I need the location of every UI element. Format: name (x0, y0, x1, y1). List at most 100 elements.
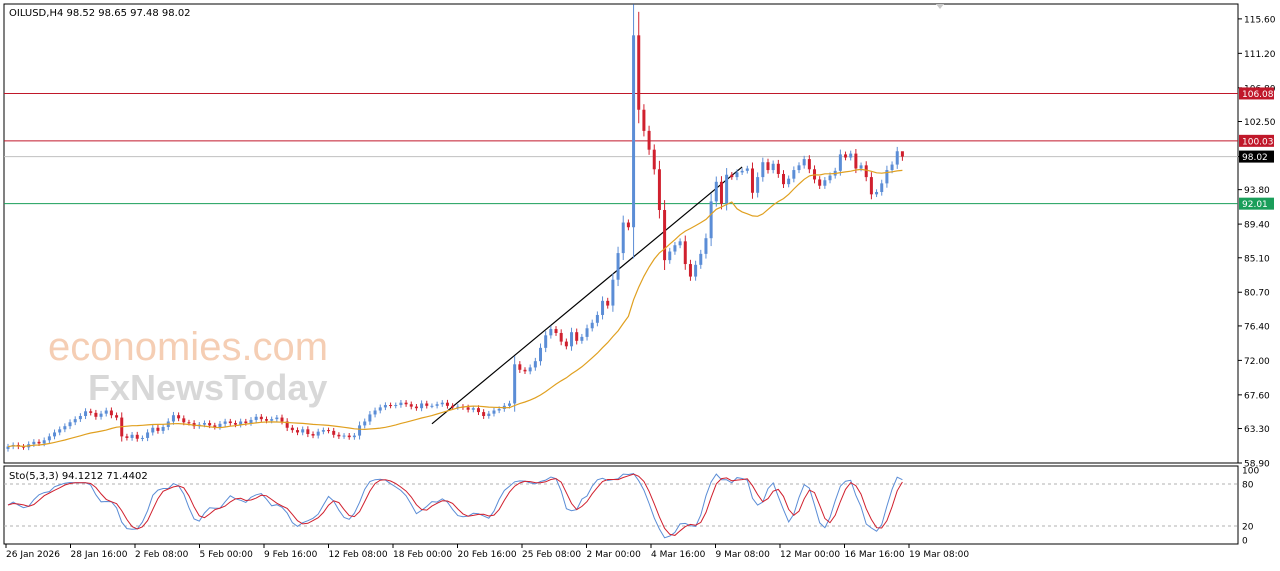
candle-body[interactable] (125, 436, 129, 438)
candle-body[interactable] (880, 183, 884, 192)
candle-body[interactable] (549, 329, 553, 336)
candle-body[interactable] (352, 435, 356, 438)
candle-body[interactable] (130, 434, 134, 438)
candle-body[interactable] (792, 170, 796, 179)
candle-body[interactable] (182, 418, 186, 423)
candle-body[interactable] (539, 347, 543, 362)
candle-body[interactable] (425, 403, 429, 406)
candle-body[interactable] (642, 109, 646, 131)
candle-body[interactable] (750, 168, 754, 193)
candle-body[interactable] (347, 435, 351, 438)
candle-body[interactable] (337, 434, 341, 437)
candle-body[interactable] (239, 421, 243, 425)
candle-body[interactable] (109, 410, 113, 416)
candle-body[interactable] (22, 446, 26, 448)
candle-body[interactable] (590, 322, 594, 329)
candle-body[interactable] (414, 406, 418, 409)
candle-body[interactable] (823, 180, 827, 186)
candle-body[interactable] (389, 405, 393, 407)
candle-body[interactable] (719, 181, 723, 204)
candle-body[interactable] (342, 435, 346, 437)
candle-body[interactable] (657, 169, 661, 211)
candle-body[interactable] (844, 154, 848, 158)
candle-body[interactable] (32, 441, 36, 445)
candle-body[interactable] (559, 332, 563, 342)
candle-body[interactable] (68, 422, 72, 427)
candle-body[interactable] (714, 181, 718, 202)
candle-body[interactable] (373, 410, 377, 415)
candle-body[interactable] (818, 179, 822, 186)
candle-body[interactable] (301, 429, 305, 433)
candle-body[interactable] (694, 264, 698, 277)
candle-body[interactable] (311, 434, 315, 436)
candle-body[interactable] (290, 427, 294, 431)
candle-body[interactable] (735, 172, 739, 178)
candle-body[interactable] (378, 407, 382, 411)
candle-body[interactable] (156, 427, 160, 431)
candle-body[interactable] (270, 419, 274, 421)
candle-body[interactable] (776, 163, 780, 174)
candle-body[interactable] (611, 279, 615, 306)
candle-body[interactable] (492, 410, 496, 414)
candle-body[interactable] (761, 162, 765, 178)
candle-body[interactable] (435, 404, 439, 406)
candle-body[interactable] (368, 414, 372, 422)
candle-body[interactable] (259, 416, 263, 420)
candle-body[interactable] (430, 405, 434, 407)
candle-body[interactable] (146, 432, 150, 438)
candle-body[interactable] (869, 177, 873, 195)
candle-body[interactable] (296, 430, 300, 433)
candle-body[interactable] (404, 402, 408, 405)
candle-body[interactable] (6, 446, 10, 449)
candle-body[interactable] (828, 175, 832, 181)
candle-body[interactable] (213, 425, 217, 427)
candle-body[interactable] (58, 429, 62, 433)
candle-body[interactable] (383, 405, 387, 408)
candle-body[interactable] (84, 411, 88, 417)
candle-body[interactable] (456, 406, 460, 408)
candle-body[interactable] (756, 177, 760, 193)
candle-body[interactable] (451, 405, 455, 408)
candle-body[interactable] (47, 436, 51, 441)
candle-body[interactable] (177, 415, 181, 419)
candle-body[interactable] (476, 408, 480, 413)
candle-body[interactable] (332, 430, 336, 435)
candle-body[interactable] (115, 415, 119, 418)
candle-body[interactable] (275, 417, 279, 420)
candle-body[interactable] (570, 332, 574, 347)
candle-body[interactable] (730, 174, 734, 178)
candle-body[interactable] (78, 416, 82, 420)
candle-body[interactable] (632, 35, 636, 228)
candle-body[interactable] (585, 328, 589, 337)
candle-body[interactable] (208, 423, 212, 426)
candle-body[interactable] (399, 402, 403, 406)
candle-body[interactable] (616, 253, 620, 280)
candle-body[interactable] (544, 335, 548, 348)
candle-body[interactable] (766, 162, 770, 171)
candle-body[interactable] (316, 431, 320, 436)
candle-body[interactable] (363, 421, 367, 426)
candle-body[interactable] (285, 421, 289, 428)
candle-body[interactable] (223, 421, 227, 424)
trendline[interactable] (431, 166, 743, 425)
candle-body[interactable] (849, 153, 853, 158)
candle-body[interactable] (89, 411, 93, 413)
candle-body[interactable] (554, 329, 558, 333)
candle-body[interactable] (606, 300, 610, 306)
candle-body[interactable] (688, 264, 692, 277)
candle-body[interactable] (601, 300, 605, 315)
candle-body[interactable] (663, 210, 667, 261)
candle-body[interactable] (482, 412, 486, 417)
candle-body[interactable] (513, 364, 517, 404)
candle-body[interactable] (228, 421, 232, 424)
candle-body[interactable] (626, 222, 630, 228)
candle-body[interactable] (73, 419, 77, 423)
candle-body[interactable] (595, 314, 599, 323)
candle-body[interactable] (859, 165, 863, 169)
candle-body[interactable] (471, 408, 475, 410)
candle-body[interactable] (580, 336, 584, 341)
candle-body[interactable] (187, 422, 191, 424)
candle-body[interactable] (528, 367, 532, 372)
candle-body[interactable] (202, 423, 206, 425)
candle-body[interactable] (885, 170, 889, 184)
